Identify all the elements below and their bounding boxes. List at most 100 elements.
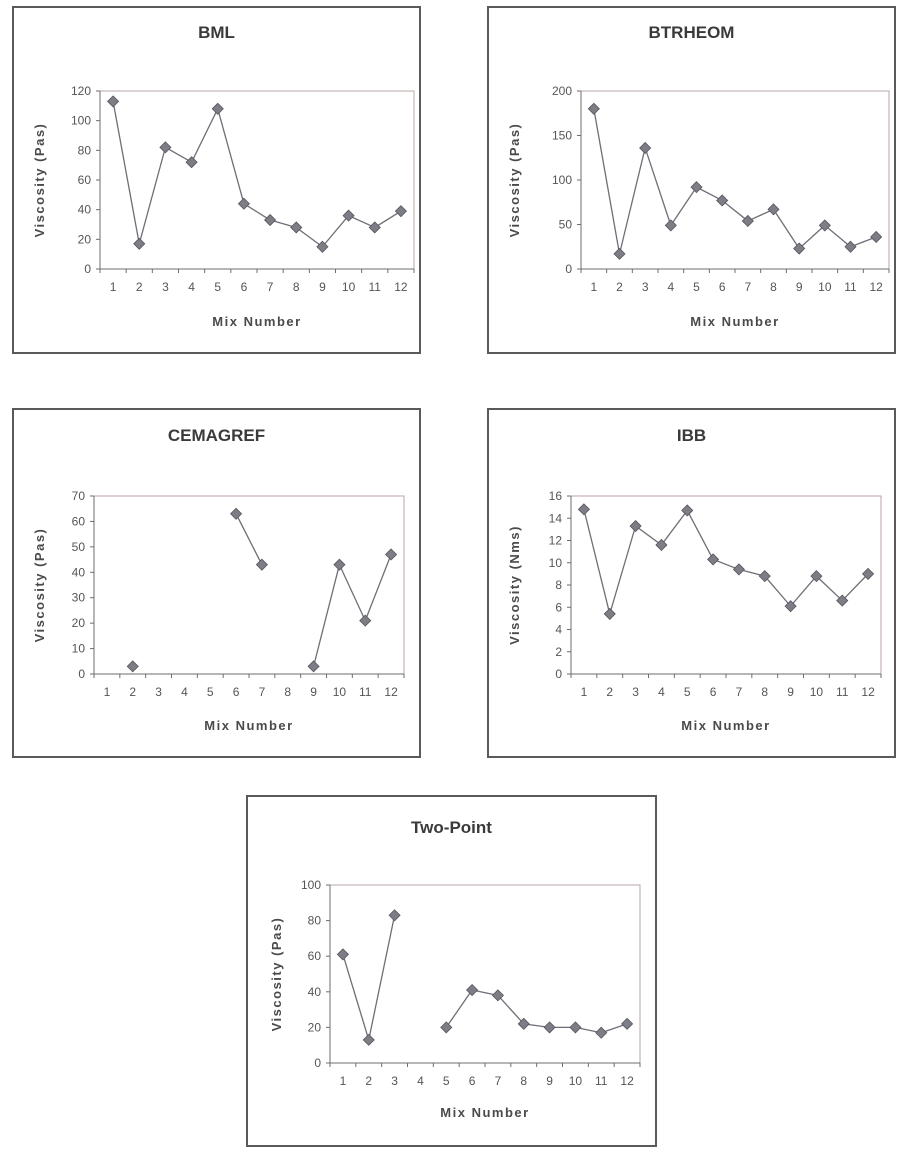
data-point-ibb-mix-7 — [732, 563, 745, 576]
y-axis-label: Viscosity (Nms) — [507, 525, 522, 645]
series-line-segment — [686, 510, 714, 560]
x-tick-label: 9 — [319, 280, 326, 294]
y-tick-label: 60 — [78, 173, 92, 187]
data-point-cemagref-mix-7 — [255, 558, 268, 571]
data-point-bml-mix-12 — [394, 205, 407, 218]
data-point-ibb-mix-12 — [862, 567, 875, 580]
x-tick-label: 2 — [616, 280, 623, 294]
data-point-two-point-mix-5 — [440, 1021, 453, 1034]
series-line-segment — [374, 210, 402, 229]
x-tick-label: 6 — [469, 1074, 476, 1088]
y-tick-label: 50 — [72, 540, 86, 554]
y-tick-label: 30 — [72, 591, 86, 605]
x-tick-label: 8 — [293, 280, 300, 294]
chart-panel-ibb: IBB 0 2 4 6 8 10 12 14 16 1 2 3 4 5 6 7 8 9 10 11 12 Mix Numbe… — [487, 408, 896, 758]
series-line-segment — [747, 208, 774, 222]
x-tick-label: 1 — [340, 1074, 347, 1088]
x-tick-label: 11 — [369, 280, 382, 294]
y-tick-label: 12 — [549, 534, 563, 548]
y-tick-label: 120 — [71, 84, 91, 98]
x-tick-label: 3 — [642, 280, 649, 294]
y-tick-label: 80 — [308, 914, 322, 928]
plot-area — [329, 884, 641, 1064]
series-line-segment — [593, 108, 621, 254]
data-point-cemagref-mix-2 — [126, 660, 139, 673]
x-tick-label: 4 — [181, 685, 188, 699]
data-point-bml-mix-6 — [237, 197, 250, 210]
y-tick-label: 0 — [314, 1056, 321, 1070]
data-point-btrheom-mix-6 — [716, 194, 729, 207]
data-point-btrheom-mix-4 — [664, 219, 677, 232]
series-line-segment — [321, 215, 350, 248]
x-tick-label: 11 — [359, 685, 372, 699]
y-tick-label: 0 — [78, 667, 85, 681]
y-tick-label: 20 — [72, 616, 86, 630]
x-tick-label: 5 — [207, 685, 214, 699]
x-tick-label: 2 — [365, 1074, 372, 1088]
x-axis-label: Mix Number — [690, 314, 779, 329]
data-point-two-point-mix-2 — [362, 1033, 375, 1046]
x-tick-label: 1 — [104, 685, 111, 699]
data-point-btrheom-mix-11 — [844, 240, 857, 253]
y-tick-label: 20 — [308, 1020, 322, 1034]
x-tick-label: 6 — [233, 685, 240, 699]
y-tick-label: 200 — [552, 84, 572, 98]
chart-panel-cemagref: CEMAGREF 0 10 20 30 40 50 60 70 1 2 3 4 5 6 7 8 9 10 11 12 Mi… — [12, 408, 421, 758]
data-point-ibb-mix-9 — [784, 600, 797, 613]
x-tick-label: 11 — [595, 1074, 608, 1088]
data-point-btrheom-mix-12 — [870, 230, 883, 244]
data-point-two-point-mix-3 — [388, 909, 401, 922]
y-tick-label: 40 — [78, 203, 92, 217]
x-tick-label: 8 — [520, 1074, 527, 1088]
x-tick-label: 10 — [569, 1074, 583, 1088]
data-point-ibb-mix-4 — [655, 538, 668, 552]
y-tick-label: 50 — [559, 218, 573, 232]
data-point-ibb-mix-1 — [577, 503, 590, 516]
x-axis-label: Mix Number — [681, 718, 770, 733]
data-point-ibb-mix-10 — [810, 570, 823, 583]
y-tick-label: 0 — [84, 262, 91, 276]
y-tick-label: 6 — [555, 600, 562, 614]
data-point-bml-mix-9 — [316, 240, 329, 253]
x-axis-label: Mix Number — [212, 314, 301, 329]
x-tick-label: 2 — [129, 685, 136, 699]
chart-title: BML — [198, 23, 235, 42]
x-tick-label: 2 — [606, 685, 613, 699]
data-point-btrheom-mix-9 — [793, 242, 806, 255]
x-tick-label: 12 — [869, 280, 883, 294]
x-tick-label: 1 — [110, 280, 117, 294]
series-line-segment — [243, 203, 271, 221]
y-tick-label: 10 — [72, 642, 86, 656]
chart-title: Two-Point — [411, 818, 492, 837]
x-tick-label: 9 — [310, 685, 317, 699]
x-tick-label: 8 — [770, 280, 777, 294]
plot-area — [99, 90, 415, 270]
series-line-segment — [660, 510, 688, 546]
x-tick-label: 8 — [761, 685, 768, 699]
y-tick-label: 16 — [549, 489, 563, 503]
data-point-bml-mix-5 — [211, 102, 224, 115]
x-tick-label: 7 — [736, 685, 743, 699]
x-tick-label: 2 — [136, 280, 143, 294]
data-point-btrheom-mix-8 — [767, 203, 780, 216]
x-tick-label: 7 — [744, 280, 751, 294]
data-point-cemagref-mix-12 — [385, 548, 398, 561]
y-axis-label: Viscosity (Pas) — [269, 917, 284, 1032]
x-tick-label: 12 — [620, 1074, 634, 1088]
y-tick-label: 60 — [308, 949, 322, 963]
y-tick-label: 100 — [552, 173, 572, 187]
y-tick-label: 20 — [78, 232, 92, 246]
series-line-segment — [790, 575, 817, 607]
x-tick-label: 4 — [188, 280, 195, 294]
y-tick-label: 60 — [72, 514, 86, 528]
x-tick-label: 9 — [546, 1074, 553, 1088]
data-point-ibb-mix-2 — [603, 607, 616, 620]
data-point-ibb-mix-11 — [836, 594, 849, 607]
series-line-segment — [338, 564, 366, 621]
x-tick-label: 11 — [836, 685, 849, 699]
series-line-segment — [312, 564, 341, 667]
x-tick-label: 3 — [162, 280, 169, 294]
